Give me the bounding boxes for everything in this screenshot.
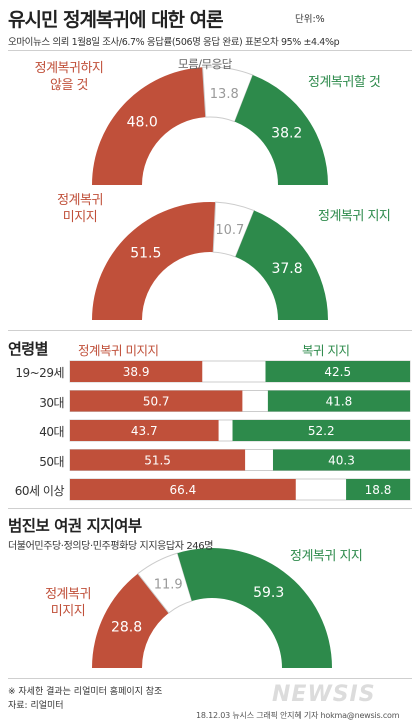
age-bar-green-value: 52.2 [308,424,335,438]
g1-gray-label: 모름/무응답 [178,57,232,71]
coalition-divider [8,508,412,509]
age-bar-green-value: 18.8 [365,483,392,497]
g3-green-label: 정계복귀 지지 [290,549,363,564]
age-bar-red [70,420,219,441]
page-title: 유시민 정계복귀에 대한 여론 [8,9,224,31]
gauge3-value-2: 59.3 [253,585,284,601]
age-legend-green: 복귀 지지 [302,343,350,358]
coalition-subtitle: 더불어민주당·정의당·민주평화당 지지응답자 246명 [8,541,214,552]
age-bar-red [70,390,243,412]
gauge2-slice-1 [212,201,255,258]
g1-green-label: 정계복귀할 것 [308,75,381,90]
age-bar-green [265,361,410,382]
age-heading: 연령별 [8,340,48,358]
gauge1-value-0: 48.0 [127,114,158,130]
g2-red-label-line2: 미지지 [62,210,98,225]
g2-red-label-line1: 정계복귀 [57,193,103,208]
unit-label: 단위:% [295,14,325,25]
gauge1-value-2: 38.2 [271,125,302,141]
gauge2-slice-0 [92,201,216,320]
age-bar-red [70,479,296,500]
age-bar-green [272,449,410,471]
age-bar-red-value: 50.7 [143,395,170,409]
g2-red-label: 정계복귀 미지지 [40,192,120,226]
gauge3-slice-2 [177,547,332,668]
age-bar-red-value: 51.5 [144,454,171,468]
header-divider [8,50,412,51]
gauge3-slice-0 [92,573,169,668]
survey-info: 오마이뉴스 의뢰 1월8일 조사/6.7% 응답률(506명 응답 완료) 표본… [8,37,340,48]
age-row-label: 30대 [39,395,64,410]
gauge2-value-0: 51.5 [130,246,161,262]
g3-red-label-line1: 정계복귀 [45,587,91,602]
age-row-label: 50대 [39,454,64,469]
footnote: ※ 자세한 결과는 리얼미터 홈페이지 참조 [8,687,163,697]
g1-red-label: 정계복귀하지 않을 것 [14,60,124,94]
newsis-logo: NEWSIS [272,682,376,707]
source-label: 자료: 리얼미터 [8,701,64,711]
age-bar-red-value: 43.7 [131,424,158,438]
age-bar-green [267,390,410,412]
age-bar-green-value: 42.5 [324,365,351,379]
gauge2-slice-2 [235,210,328,320]
credit-line: 18.12.03 뉴시스 그래픽 안지혜 기자 hokma@newsis.com [196,711,400,720]
age-bar-red-value: 38.9 [123,365,150,379]
coalition-heading: 범진보 여권 지지여부 [8,517,142,535]
gauge2-value-2: 37.8 [271,261,302,277]
footer-divider [8,678,412,679]
gauge3-value-0: 28.8 [111,619,142,635]
age-bar-red-value: 66.4 [170,483,197,497]
g3-red-label-line2: 미지지 [50,604,86,619]
age-row-label: 19~29세 [15,366,64,380]
g1-red-label-line1: 정계복귀하지 [34,61,104,76]
gauge2-value-1: 10.7 [215,223,244,238]
age-row-label: 40대 [39,425,64,439]
age-bar-green-value: 41.8 [326,395,353,409]
age-bar-green [232,420,410,441]
gauge1-slice-1 [202,66,254,123]
g2-green-label: 정계복귀 지지 [318,209,391,224]
g1-red-label-line2: 않을 것 [49,78,89,93]
gauge1-value-1: 13.8 [210,87,239,102]
age-row-label: 60세 이상 [14,484,65,498]
age-bar-green [346,479,410,500]
age-bar-red [70,449,246,471]
gauge1-slice-2 [234,75,328,185]
g3-red-label: 정계복귀 미지지 [28,586,108,620]
age-bar-green-value: 40.3 [328,454,355,468]
gauge1-slice-0 [92,67,206,185]
age-bar-red [70,361,203,382]
age-legend-red: 정계복귀 미지지 [78,343,159,358]
age-divider [8,330,412,331]
gauge3-value-1: 11.9 [154,578,183,593]
